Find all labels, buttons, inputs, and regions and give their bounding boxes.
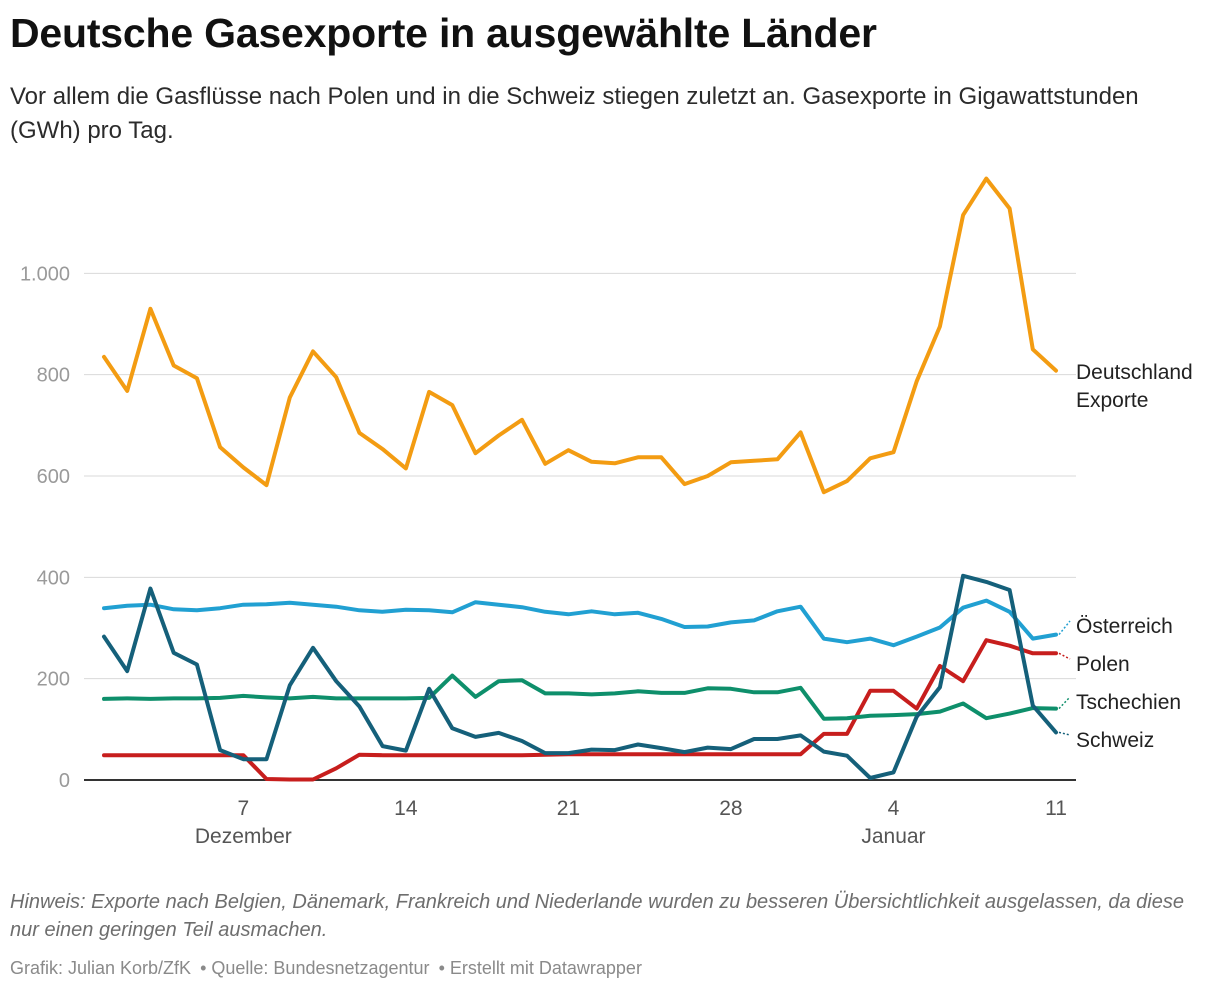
credit-quelle[interactable]: • Quelle: Bundesnetzagentur bbox=[200, 958, 430, 978]
label-connector-4 bbox=[1058, 731, 1071, 736]
series-line-4 bbox=[102, 573, 1058, 780]
x-tick-label: 4 bbox=[888, 797, 900, 820]
series-line-0 bbox=[102, 176, 1058, 495]
y-tick-label: 200 bbox=[37, 669, 70, 691]
x-tick-label: 14 bbox=[394, 797, 418, 820]
x-tick-label: 11 bbox=[1045, 797, 1067, 820]
label-connector-3 bbox=[1058, 696, 1071, 710]
series-line-1 bbox=[102, 598, 1058, 648]
credit-datawrapper[interactable]: • Erstellt mit Datawrapper bbox=[438, 958, 642, 978]
x-tick-sublabel: Dezember bbox=[195, 825, 292, 848]
grid-lines: 0 200 400 600 800 1.000 bbox=[20, 263, 1076, 792]
series-lines bbox=[102, 176, 1058, 782]
y-tick-label: 0 bbox=[59, 770, 70, 792]
series-line-2 bbox=[102, 638, 1058, 782]
series-line-3 bbox=[102, 673, 1058, 721]
x-tick-label: 21 bbox=[557, 797, 580, 820]
series-label-4: Schweiz bbox=[1076, 729, 1154, 752]
credit-grafik[interactable]: Grafik: Julian Korb/ZfK bbox=[10, 958, 192, 978]
series-label-2: Polen bbox=[1076, 653, 1130, 676]
series-labels: Deutschland Exporte Österreich Polen Tschech… bbox=[1058, 361, 1193, 752]
series-label-0: Deutschland bbox=[1076, 361, 1193, 384]
label-connector-1 bbox=[1058, 620, 1071, 636]
x-axis: 7 Dezember 14 21 28 4 Januar 11 bbox=[195, 797, 1067, 848]
series-label-0: Exporte bbox=[1076, 389, 1148, 412]
chart-note: Hinweis: Exporte nach Belgien, Dänemark,… bbox=[10, 891, 1184, 941]
x-tick-label: 7 bbox=[237, 797, 249, 820]
y-tick-label: 800 bbox=[37, 365, 70, 387]
y-tick-label: 600 bbox=[37, 466, 70, 488]
chart-credits: Grafik: Julian Korb/ZfK • Quelle: Bundes… bbox=[10, 958, 646, 979]
line-chart: 0 200 400 600 800 1.000 7 Dezember 14 21 28 4 Janua… bbox=[20, 176, 1193, 848]
label-connector-2 bbox=[1058, 652, 1071, 660]
chart-title: Deutsche Gasexporte in ausgewählte Lände… bbox=[10, 10, 877, 56]
series-label-1: Österreich bbox=[1076, 615, 1173, 638]
x-tick-sublabel: Januar bbox=[861, 825, 925, 848]
chart-subtitle: Vor allem die Gasflüsse nach Polen und i… bbox=[10, 83, 1139, 144]
y-tick-label: 1.000 bbox=[20, 263, 70, 285]
series-label-3: Tschechien bbox=[1076, 691, 1181, 714]
y-tick-label: 400 bbox=[37, 567, 70, 589]
x-tick-label: 28 bbox=[719, 797, 742, 820]
